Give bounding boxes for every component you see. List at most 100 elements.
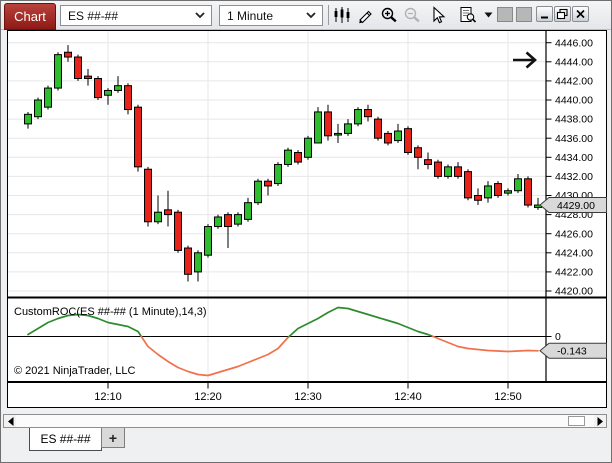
add-tab-label: + bbox=[108, 429, 118, 446]
candle bbox=[354, 107, 362, 127]
candle bbox=[324, 104, 332, 141]
candle bbox=[294, 150, 302, 165]
cursor-pointer-icon bbox=[433, 6, 446, 24]
go-to-last-bar-arrow[interactable] bbox=[513, 51, 537, 69]
candle bbox=[134, 104, 142, 172]
last-price-marker: 4429.00 bbox=[539, 197, 607, 214]
candle bbox=[424, 152, 432, 170]
document-search-icon bbox=[460, 7, 477, 23]
toolbar-separator bbox=[328, 5, 329, 25]
candle bbox=[514, 174, 522, 194]
candle bbox=[74, 54, 82, 81]
instrument-selector[interactable]: ES ##-## bbox=[60, 5, 212, 26]
candle bbox=[194, 250, 202, 282]
price-axis-label: 4434.00 bbox=[555, 152, 593, 164]
candle bbox=[404, 126, 412, 155]
add-tab-button[interactable]: + bbox=[101, 428, 125, 448]
candle bbox=[204, 224, 212, 258]
tab-scroll-right-button[interactable] bbox=[594, 415, 606, 427]
tab-scroll-thumb[interactable] bbox=[568, 416, 585, 426]
scroll-right-arrow-icon bbox=[597, 416, 603, 426]
roc-zero-label: 0 bbox=[555, 331, 561, 343]
time-axis-label: 12:30 bbox=[294, 391, 322, 403]
candle bbox=[484, 181, 492, 203]
candle bbox=[364, 104, 372, 122]
candle bbox=[284, 147, 292, 167]
roc-value-marker: -0.143 bbox=[539, 342, 607, 359]
chevron-down-icon bbox=[195, 12, 205, 19]
candle bbox=[494, 181, 502, 198]
candle bbox=[274, 162, 282, 186]
candle bbox=[234, 212, 242, 227]
price-axis-label: 4420.00 bbox=[555, 286, 593, 298]
roc-line-negative bbox=[140, 335, 290, 377]
price-axis-label: 4442.00 bbox=[555, 76, 593, 88]
zoom-in-button[interactable] bbox=[378, 4, 400, 26]
panel-square-button-2[interactable] bbox=[516, 7, 532, 22]
candle bbox=[264, 178, 272, 196]
chart-frame bbox=[7, 30, 607, 408]
interval-selector[interactable]: 1 Minute bbox=[219, 5, 323, 26]
candle bbox=[334, 123, 342, 143]
candle bbox=[304, 135, 312, 160]
price-axis-label: 4440.00 bbox=[555, 95, 593, 107]
time-axis-label: 12:20 bbox=[194, 391, 222, 403]
svg-text:-0.143: -0.143 bbox=[557, 346, 587, 358]
candle bbox=[44, 85, 52, 110]
price-axis-label: 4424.00 bbox=[555, 247, 593, 259]
candle bbox=[174, 209, 182, 253]
candle bbox=[54, 52, 62, 91]
candle bbox=[474, 188, 482, 206]
minimize-icon bbox=[541, 16, 548, 19]
chevron-down-icon bbox=[306, 12, 316, 19]
candle bbox=[454, 162, 462, 179]
restore-window-icon bbox=[556, 8, 568, 20]
candle bbox=[154, 195, 162, 225]
candle bbox=[164, 190, 172, 227]
caret-down-icon bbox=[484, 12, 492, 18]
svg-text:4429.00: 4429.00 bbox=[557, 200, 595, 212]
minimize-button[interactable] bbox=[536, 6, 553, 22]
tab-scrollbar-track[interactable] bbox=[3, 414, 607, 428]
window-title-tab[interactable]: Chart bbox=[4, 3, 56, 30]
tab-instrument[interactable]: ES ##-## bbox=[29, 428, 102, 451]
time-axis-label: 12:50 bbox=[494, 391, 522, 403]
candle bbox=[144, 166, 152, 227]
price-axis-label: 4436.00 bbox=[555, 133, 593, 145]
zoom-in-icon bbox=[381, 7, 397, 23]
chart-report-dropdown-caret[interactable] bbox=[482, 10, 494, 20]
tab-scroll-left-button[interactable] bbox=[4, 415, 16, 427]
candle bbox=[214, 214, 222, 229]
zoom-out-button[interactable] bbox=[401, 4, 423, 26]
candle bbox=[464, 169, 472, 201]
candle bbox=[24, 111, 32, 129]
candle bbox=[394, 123, 402, 143]
copyright-label: © 2021 NinjaTrader, LLC bbox=[14, 365, 136, 377]
instrument-value: ES ##-## bbox=[68, 8, 119, 23]
candle bbox=[314, 107, 322, 144]
cursor-mode-button[interactable] bbox=[426, 4, 448, 26]
candle bbox=[114, 76, 122, 93]
window-title-label: Chart bbox=[14, 9, 46, 24]
candlestick-chart-icon bbox=[334, 7, 350, 23]
indicator-label: CustomROC(ES ##-## (1 Minute),14,3) bbox=[14, 306, 207, 318]
panel-square-button-1[interactable] bbox=[497, 7, 513, 22]
price-axis-label: 4444.00 bbox=[555, 56, 593, 68]
price-axis-label: 4446.00 bbox=[555, 37, 593, 49]
price-axis-label: 4438.00 bbox=[555, 114, 593, 126]
close-icon bbox=[576, 9, 585, 19]
drawing-tools-button[interactable] bbox=[354, 4, 376, 26]
chart-report-button[interactable] bbox=[456, 4, 480, 26]
interval-value: 1 Minute bbox=[227, 8, 274, 23]
close-button[interactable] bbox=[572, 6, 589, 22]
candle bbox=[384, 131, 392, 146]
chart-style-button[interactable] bbox=[331, 4, 353, 26]
candle bbox=[104, 88, 112, 105]
roc-line-negative bbox=[432, 335, 539, 353]
candle bbox=[414, 145, 422, 170]
roc-line-positive bbox=[27, 313, 143, 338]
candle bbox=[34, 97, 42, 120]
restore-button[interactable] bbox=[554, 6, 571, 22]
